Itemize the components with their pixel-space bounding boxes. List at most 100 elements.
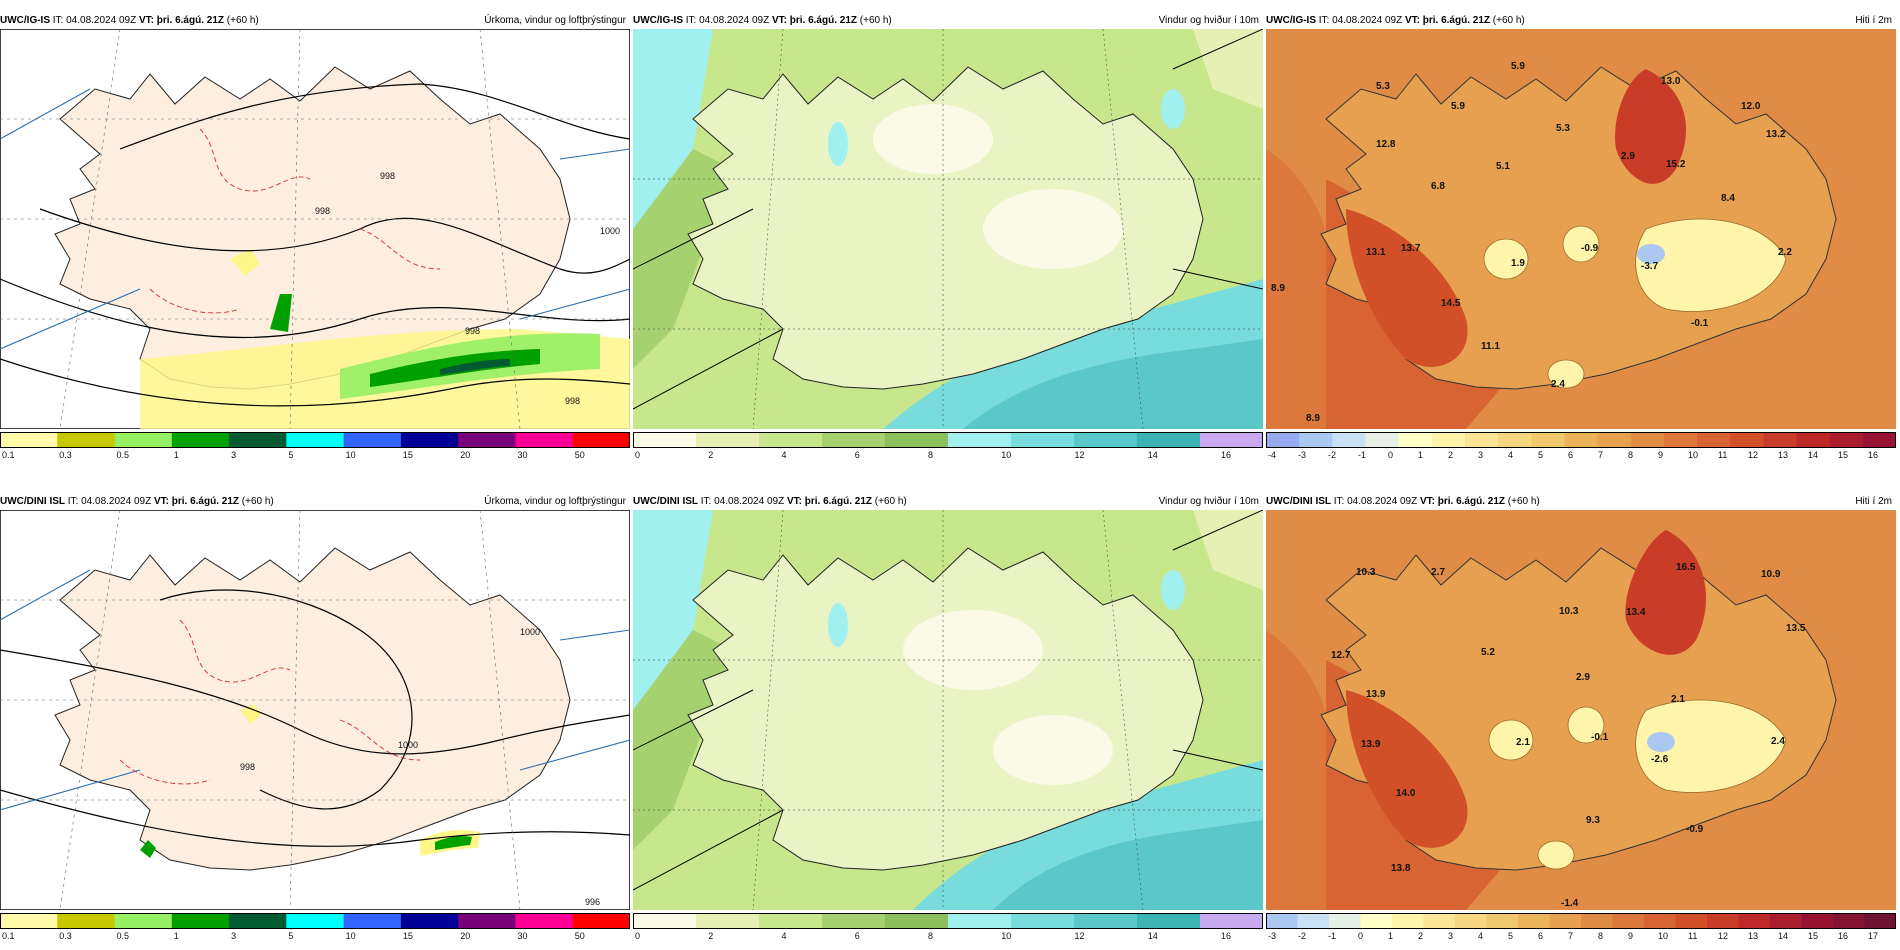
- temperature-value-label: 13.8: [1391, 863, 1411, 874]
- legend-tick-label: 7: [1568, 931, 1573, 941]
- vt-value: þri. 6.ágú. 21Z: [804, 496, 872, 507]
- legend-swatch: [1137, 432, 1201, 447]
- legend-tick-label: 10: [346, 450, 356, 460]
- legend-tick-label: 16: [1221, 450, 1231, 460]
- legend-swatch: [1074, 913, 1138, 928]
- legend-swatch: [1833, 913, 1865, 928]
- legend-swatch: [57, 913, 116, 928]
- temperature-value-label: 13.2: [1766, 129, 1786, 140]
- temperature-value-label: 12.0: [1741, 101, 1761, 112]
- legend-swatch: [885, 432, 949, 447]
- legend-swatch: [114, 913, 173, 928]
- legend-tick-label: -4: [1268, 450, 1276, 460]
- legend-swatch: [458, 432, 516, 447]
- legend-tick-label: 6: [855, 931, 860, 941]
- legend-tick-label: 4: [1478, 931, 1483, 941]
- legend-tick-label: 3: [1478, 450, 1483, 460]
- legend-tick-label: 6: [1538, 931, 1543, 941]
- temperature-value-label: 5.3: [1556, 123, 1570, 134]
- vt-label: VT:: [138, 15, 154, 26]
- temperature-value-label: 2.1: [1671, 694, 1685, 705]
- it-label: IT:: [1318, 15, 1330, 26]
- temperature-value-label: 13.9: [1361, 739, 1381, 750]
- panel-title: Vindur og hviður í 10m: [1158, 496, 1259, 507]
- temperature-value-label: -0.1: [1591, 732, 1609, 743]
- legend-tick-label: -2: [1328, 450, 1336, 460]
- legend-tick-label: 0.3: [59, 931, 72, 941]
- legend-swatch: [1597, 432, 1632, 447]
- model-name: UWC/DINI ISL: [0, 496, 65, 507]
- legend-tick-label: 10: [1001, 450, 1011, 460]
- legend-tick-label: -3: [1298, 450, 1306, 460]
- legend-swatch: [1862, 432, 1896, 447]
- legend-swatch: [1329, 913, 1361, 928]
- precip-map-svg: 998 998 1000 998 998: [0, 29, 630, 429]
- vt-label: VT:: [1404, 15, 1420, 26]
- legend-swatch: [515, 913, 574, 928]
- temperature-value-label: -1.4: [1561, 898, 1579, 909]
- legend-tick-label: 15: [1838, 450, 1848, 460]
- legend-tick-label: 1: [1418, 450, 1423, 460]
- model-name: UWC/DINI ISL: [633, 496, 698, 507]
- precip-map-svg: 998 1000 1000 996: [0, 510, 630, 910]
- it-value: 04.08.2024 09Z: [81, 496, 152, 507]
- legend-swatch: [1531, 432, 1565, 447]
- temperature-value-label: 9.3: [1586, 815, 1600, 826]
- vt-value: þri. 6.ágú. 21Z: [1422, 15, 1490, 26]
- svg-text:1000: 1000: [520, 627, 540, 637]
- panel-header: UWC/DINI ISL IT: 04.08.2024 09Z VT: þri.…: [633, 495, 1263, 509]
- legend-tick-label: 0.3: [59, 450, 72, 460]
- legend-swatch: [1137, 913, 1201, 928]
- legend-tick-label: 1: [174, 931, 179, 941]
- legend-tick-label: 20: [460, 450, 470, 460]
- legend-tick-label: 14: [1778, 931, 1788, 941]
- temperature-value-label: 12.7: [1331, 650, 1351, 661]
- legend-swatch: [1266, 913, 1298, 928]
- legend-tick-label: 10: [1001, 931, 1011, 941]
- legend-tick-label: 17: [1868, 931, 1878, 941]
- model-name: UWC/IG-IS: [633, 15, 683, 26]
- lead-time: (+60 h): [874, 496, 907, 507]
- it-value: 04.08.2024 09Z: [1347, 496, 1418, 507]
- panel-header: UWC/DINI ISL IT: 04.08.2024 09Z VT: þri.…: [0, 495, 630, 509]
- temperature-value-label: 6.8: [1431, 181, 1445, 192]
- legend-tick-label: 12: [1718, 931, 1728, 941]
- legend-tick-label: -3: [1268, 931, 1276, 941]
- legend-swatch: [1697, 432, 1731, 447]
- it-label: IT:: [1333, 496, 1345, 507]
- legend-swatch: [1011, 913, 1075, 928]
- temperature-value-label: 8.9: [1271, 283, 1285, 294]
- legend-tick-label: 4: [782, 931, 787, 941]
- legend-tick-label: 4: [1508, 450, 1513, 460]
- legend-tick-label: 0: [1388, 450, 1393, 460]
- legend-tick-label: 8: [928, 931, 933, 941]
- temp-legend: -3 -2 -1 0 1 2 3 4 5 6 7 8 9 10 11 12 13 14 15 16 17: [1266, 913, 1896, 947]
- temp-map: 5.9 5.3 5.9 13.0 12.0 12.8 5.1 5.3 2.9 15.2 13.2 6.…: [1266, 29, 1896, 429]
- legend-swatch: [1431, 432, 1466, 447]
- legend-tick-label: 12: [1748, 450, 1758, 460]
- legend-tick-label: 30: [518, 931, 528, 941]
- legend-swatch: [1011, 432, 1075, 447]
- temperature-value-label: 5.2: [1481, 647, 1495, 658]
- legend-swatch: [1564, 432, 1599, 447]
- legend-swatch: [696, 432, 760, 447]
- legend-tick-label: 8: [1628, 450, 1633, 460]
- legend-tick-label: 50: [575, 931, 585, 941]
- legend-swatch: [1763, 432, 1798, 447]
- it-label: IT:: [67, 496, 79, 507]
- temperature-value-label: 13.1: [1366, 247, 1386, 258]
- legend-swatch: [1498, 432, 1532, 447]
- legend-swatch: [1486, 913, 1519, 928]
- legend-swatch: [286, 913, 345, 928]
- legend-swatch: [948, 432, 1012, 447]
- lead-time: (+60 h): [859, 15, 892, 26]
- legend-swatch: [1730, 432, 1764, 447]
- temperature-value-label: 2.4: [1771, 736, 1785, 747]
- legend-swatch: [1770, 913, 1802, 928]
- temperature-value-label: 2.7: [1431, 567, 1445, 578]
- legend-tick-label: 50: [575, 450, 585, 460]
- legend-tick-label: 15: [403, 931, 413, 941]
- legend-tick-label: -1: [1358, 450, 1366, 460]
- legend-tick-label: 2: [1448, 450, 1453, 460]
- temperature-value-label: 5.9: [1451, 101, 1465, 112]
